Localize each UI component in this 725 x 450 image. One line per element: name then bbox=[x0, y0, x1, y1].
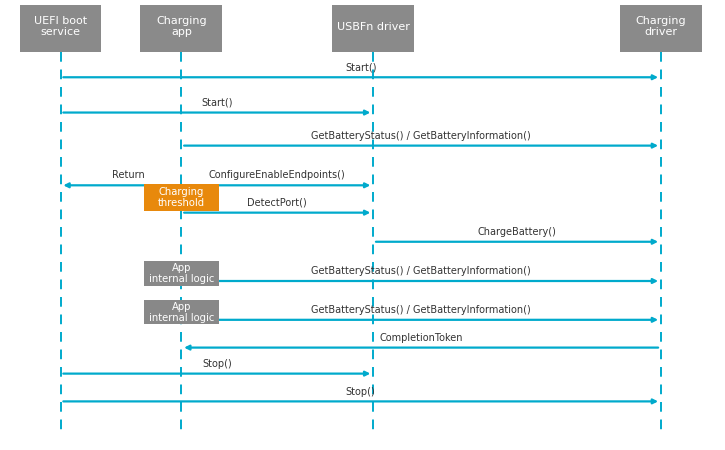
Text: Stop(): Stop() bbox=[202, 359, 232, 369]
FancyBboxPatch shape bbox=[20, 1, 102, 52]
FancyBboxPatch shape bbox=[144, 184, 219, 211]
Text: GetBatteryStatus() / GetBatteryInformation(): GetBatteryStatus() / GetBatteryInformati… bbox=[311, 305, 531, 315]
Text: App
internal logic: App internal logic bbox=[149, 302, 214, 323]
FancyBboxPatch shape bbox=[144, 261, 219, 286]
Text: DetectPort(): DetectPort() bbox=[247, 198, 307, 208]
FancyBboxPatch shape bbox=[141, 1, 222, 52]
Text: Start(): Start() bbox=[345, 63, 376, 72]
Text: Stop(): Stop() bbox=[346, 387, 376, 396]
Text: Charging
driver: Charging driver bbox=[636, 16, 687, 37]
Text: GetBatteryStatus() / GetBatteryInformation(): GetBatteryStatus() / GetBatteryInformati… bbox=[311, 266, 531, 276]
Text: GetBatteryStatus() / GetBatteryInformation(): GetBatteryStatus() / GetBatteryInformati… bbox=[311, 131, 531, 141]
Text: Start(): Start() bbox=[201, 98, 233, 108]
Text: CompletionToken: CompletionToken bbox=[379, 333, 463, 343]
FancyBboxPatch shape bbox=[332, 1, 414, 52]
Text: ChargeBattery(): ChargeBattery() bbox=[478, 227, 557, 237]
Text: Charging
app: Charging app bbox=[156, 16, 207, 37]
FancyBboxPatch shape bbox=[620, 1, 702, 52]
Text: Charging
threshold: Charging threshold bbox=[158, 187, 205, 208]
FancyBboxPatch shape bbox=[144, 300, 219, 324]
Text: USBFn driver: USBFn driver bbox=[336, 22, 410, 32]
Text: App
internal logic: App internal logic bbox=[149, 263, 214, 284]
Text: UEFI boot
service: UEFI boot service bbox=[34, 16, 87, 37]
Text: ConfigureEnableEndpoints(): ConfigureEnableEndpoints() bbox=[209, 171, 346, 180]
Text: Return: Return bbox=[112, 171, 144, 180]
